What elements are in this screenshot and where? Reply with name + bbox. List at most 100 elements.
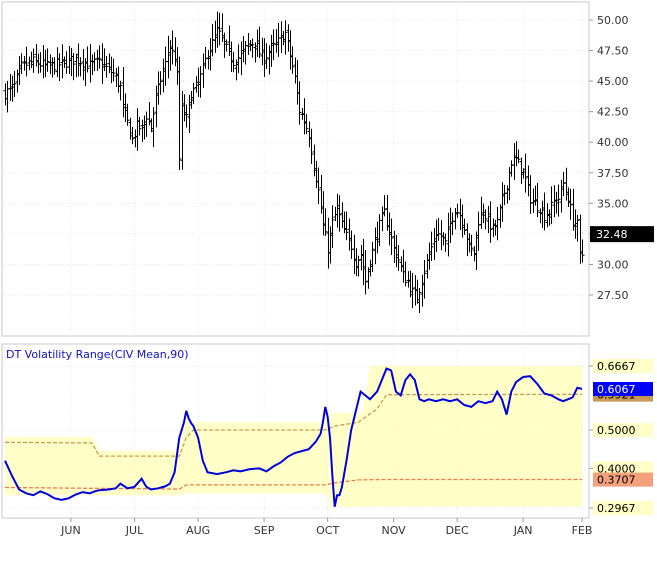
last-price-badge: 32.48 <box>590 226 654 243</box>
price-bar <box>542 192 547 231</box>
price-tick-label: 47.50 <box>597 45 629 58</box>
price-bar <box>403 261 408 287</box>
price-bar <box>137 116 142 136</box>
price-bar <box>217 12 222 46</box>
price-bar <box>528 175 533 214</box>
price-bar <box>224 39 229 52</box>
price-bar <box>85 46 90 73</box>
price-bar <box>568 188 573 220</box>
price-bar <box>257 26 262 58</box>
price-bar <box>370 241 375 273</box>
price-bar <box>575 214 580 242</box>
price-bar <box>264 43 269 69</box>
price-tick-label: 42.50 <box>597 106 629 119</box>
price-bar <box>45 48 50 72</box>
price-bar <box>455 203 460 218</box>
volatility-badge-label: 0.2967 <box>597 502 636 515</box>
price-panel: 50.0047.5045.0042.5040.0037.5035.0032.50… <box>1 1 654 337</box>
volatility-value-badges: 0.66670.50000.40000.59210.60670.37070.29… <box>593 359 653 515</box>
price-bar <box>389 218 394 256</box>
date-tick-label: JUL <box>125 524 144 537</box>
volatility-badge-label: 0.4000 <box>597 462 636 475</box>
price-bar <box>462 218 467 235</box>
price-bar <box>330 205 335 249</box>
price-bar <box>483 209 488 230</box>
price-bar <box>523 153 528 193</box>
price-bar <box>236 44 241 74</box>
volatility-badge: 0.6667 <box>593 359 653 373</box>
price-tick-label: 40.00 <box>597 136 629 149</box>
price-bar <box>304 113 309 135</box>
price-bar <box>396 245 401 272</box>
date-tick-label: AUG <box>186 524 210 537</box>
volatility-badge: 0.6067 <box>593 382 653 397</box>
price-bar <box>250 38 255 58</box>
volatility-badge-box <box>593 359 653 373</box>
price-bar <box>561 171 566 197</box>
price-bar <box>450 212 455 236</box>
price-bar <box>535 182 540 218</box>
price-bar <box>71 52 76 81</box>
price-bar <box>549 186 554 225</box>
volatility-panel: DT Volatility Range(CIV Mean,90) 0.6667 0… <box>1 343 653 519</box>
price-bar <box>118 80 123 101</box>
date-tick-label: JAN <box>513 524 533 537</box>
volatility-title: DT Volatility Range(CIV Mean,90) <box>6 348 189 361</box>
volatility-badge-box <box>593 422 653 437</box>
price-bar <box>24 46 29 77</box>
price-bar <box>52 57 57 75</box>
last-price-label: 32.48 <box>596 228 628 241</box>
price-bar <box>356 255 361 277</box>
price-bar <box>19 53 24 74</box>
volatility-badge-label: 0.3707 <box>597 474 636 487</box>
price-bar <box>78 57 83 77</box>
volatility-badge: 0.5000 <box>593 422 653 437</box>
price-bar <box>12 70 17 98</box>
volatility-badge: 0.3707 <box>593 472 653 487</box>
date-tick-label: NOV <box>381 524 406 537</box>
price-bar <box>271 29 276 61</box>
price-bar <box>177 56 182 171</box>
price-bar <box>344 211 349 241</box>
price-bar <box>417 287 422 314</box>
mean-line <box>4 393 583 457</box>
volatility-badge-label: 0.5000 <box>597 424 636 437</box>
volatility-line <box>4 367 583 507</box>
price-bar <box>488 201 493 243</box>
price-bar <box>231 51 236 73</box>
price-bar <box>130 126 135 145</box>
date-tick-label: DEC <box>446 524 469 537</box>
date-axis: JUN JUL AUG SEP OCT NOV DEC JAN FEB <box>60 518 592 537</box>
price-bar <box>443 233 448 252</box>
price-bar <box>382 195 387 217</box>
price-bar <box>158 71 163 95</box>
price-bar <box>125 103 130 126</box>
date-tick-label: JUN <box>60 524 81 537</box>
price-bar <box>210 23 215 57</box>
price-bar <box>191 82 196 105</box>
price-bar <box>580 239 585 263</box>
price-bar <box>184 104 189 128</box>
price-bar <box>516 149 521 164</box>
volatility-badge: 0.4000 <box>593 461 653 476</box>
price-bar <box>31 48 36 73</box>
price-bars <box>3 11 585 314</box>
volatility-badge-box <box>593 382 653 397</box>
date-tick-label: OCT <box>316 524 339 537</box>
price-tick-label: 50.00 <box>597 14 629 27</box>
price-bar <box>337 195 342 232</box>
price-bar <box>410 272 415 309</box>
volatility-badge-label: 0.6667 <box>597 360 636 373</box>
price-bar <box>57 53 62 81</box>
price-tick-label: 37.50 <box>597 167 629 180</box>
volatility-axis <box>589 365 593 509</box>
price-bar <box>429 231 434 261</box>
date-tick-label: SEP <box>254 524 275 537</box>
price-bar <box>111 58 116 82</box>
lower-line <box>4 478 582 490</box>
price-bar <box>203 47 208 69</box>
price-bar <box>151 107 156 148</box>
volatility-badge: 0.2967 <box>593 501 653 515</box>
